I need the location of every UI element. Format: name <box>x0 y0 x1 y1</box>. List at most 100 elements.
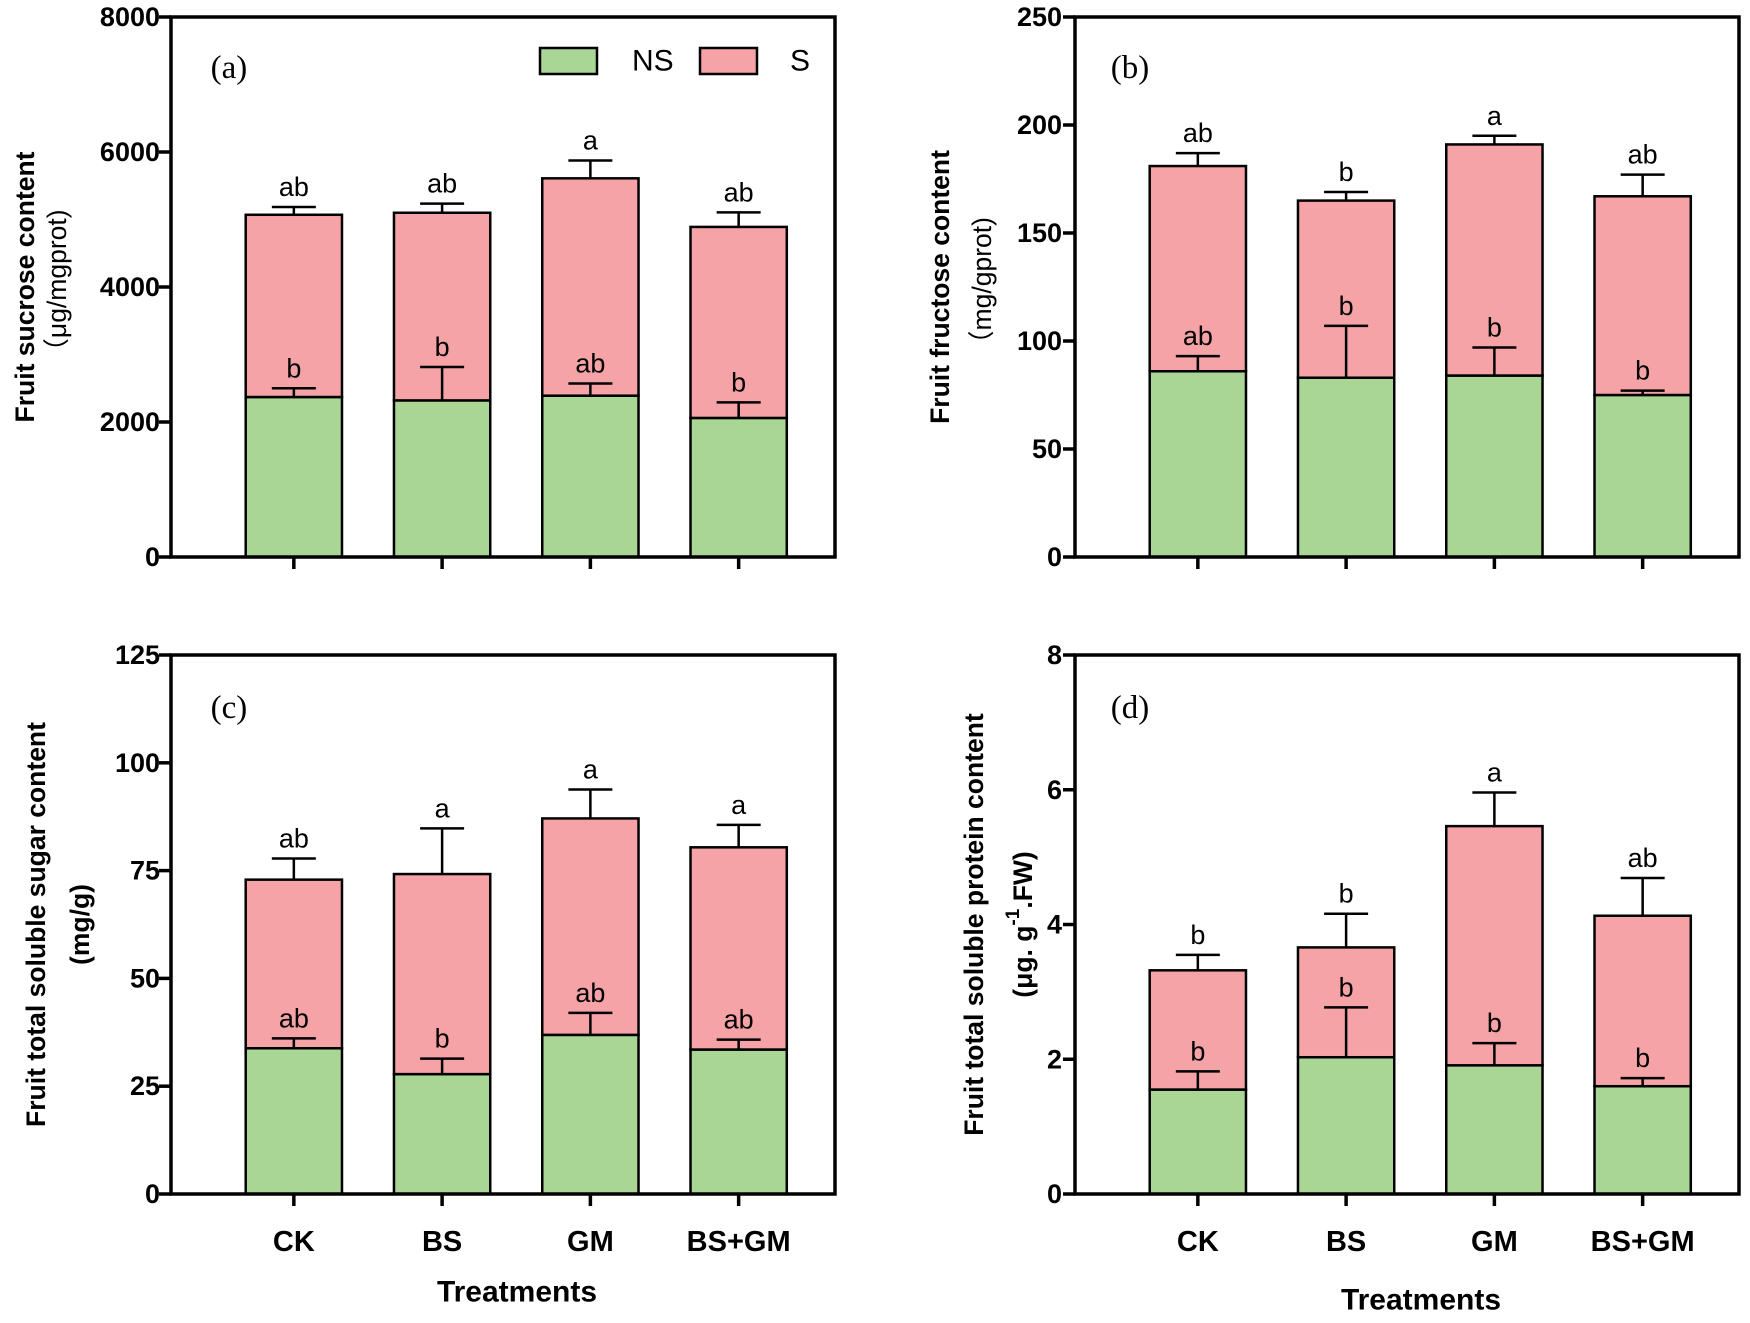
y-axis-title-line2: （mg/gprot) <box>967 217 997 357</box>
y-axis-title-line1: Fruit sucrose content <box>10 151 40 422</box>
legend-label-s: S <box>790 45 810 78</box>
ytick-label: 0 <box>1047 542 1062 572</box>
y-axis-title-line2: (μg. g-1.FW) <box>1003 851 1039 997</box>
bar-ns-gm-d <box>1444 1064 1544 1196</box>
bar-ns-ck-b <box>1148 369 1248 559</box>
panel-d: 0 2 4 6 8 b b CK b b BS b a GM b ab BS+GM (d) Fruit total … <box>959 640 1741 1317</box>
errorbar-s-ck-b <box>1175 151 1220 167</box>
legend-swatch-ns <box>538 46 599 76</box>
ytick-label: 0 <box>145 542 160 572</box>
bar-s-gm-d <box>1444 824 1544 1067</box>
ytick-label: 200 <box>1017 110 1062 140</box>
xtick-label: BS <box>422 1226 462 1258</box>
xtick-label: CK <box>273 1226 315 1258</box>
significance-letter-ns: b <box>1339 972 1354 1002</box>
y-axis-title-line1: Fruit fructose content <box>925 150 955 424</box>
errorbar-ns-gm-b <box>1472 346 1517 376</box>
ytick-label: 8 <box>1047 640 1062 670</box>
significance-letter-total: ab <box>1183 118 1213 148</box>
bar-ns-bs-d <box>1296 1055 1396 1196</box>
errorbar-s-bs-a <box>420 202 465 213</box>
bar-ns-ck-c <box>244 1047 344 1196</box>
errorbar-ns-bs-gm-a <box>716 401 761 418</box>
errorbar-s-ck-d <box>1175 953 1220 971</box>
ytick-label: 2 <box>1047 1044 1062 1074</box>
xtick-label: BS+GM <box>1591 1226 1695 1258</box>
errorbar-ns-gm-a <box>568 382 613 396</box>
errorbar-s-ck-c <box>271 857 316 880</box>
errorbar-s-bs-gm-d <box>1620 876 1665 916</box>
bar-ns-bs-gm-d <box>1593 1084 1693 1196</box>
errorbar-s-gm-a <box>568 159 613 179</box>
ytick-label: 100 <box>115 748 160 778</box>
significance-letter-ns: b <box>1635 356 1650 386</box>
bar-ns-bs-gm-c <box>689 1048 789 1196</box>
errorbar-ns-ck-a <box>271 387 316 398</box>
xtick-label: BS+GM <box>687 1226 791 1258</box>
errorbar-ns-bs-b <box>1324 324 1369 378</box>
significance-letter-total: ab <box>1628 140 1658 170</box>
significance-letter-total: ab <box>427 169 457 199</box>
bar-ns-bs-c <box>392 1072 492 1196</box>
y-axis-title-line2: （μg/mgprot) <box>42 209 72 364</box>
errorbar-s-bs-c <box>420 827 465 875</box>
bar-ns-ck-a <box>244 395 344 559</box>
errorbar-ns-gm-d <box>1472 1041 1517 1066</box>
panel-label: (d) <box>1111 690 1149 726</box>
errorbar-s-gm-b <box>1472 134 1517 145</box>
y-axis-title-line1: Fruit total soluble protein content <box>959 713 989 1136</box>
bar-s-ck-d <box>1148 969 1248 1091</box>
errorbar-ns-ck-b <box>1175 354 1220 372</box>
significance-letter-total: a <box>583 125 599 155</box>
bar-ns-ck-d <box>1148 1088 1248 1196</box>
ytick-label: 150 <box>1017 218 1062 248</box>
errorbar-s-bs-gm-a <box>716 211 761 227</box>
errorbar-s-ck-a <box>271 205 316 215</box>
bar-s-ck-b <box>1148 164 1248 373</box>
significance-letter-total: b <box>1339 879 1354 909</box>
plot-frame <box>1073 653 1741 1196</box>
ytick-label: 6000 <box>100 137 160 167</box>
bar-s-gm-c <box>540 817 640 1037</box>
bar-s-bs-d <box>1296 946 1396 1059</box>
bar-ns-gm-c <box>540 1033 640 1196</box>
significance-letter-ns: ab <box>279 1003 309 1033</box>
ytick-label: 50 <box>1032 434 1062 464</box>
significance-letter-total: ab <box>1628 843 1658 873</box>
ytick-label: 100 <box>1017 326 1062 356</box>
legend-swatch-s <box>698 46 759 76</box>
ytick-label: 0 <box>145 1179 160 1209</box>
errorbar-s-gm-d <box>1472 791 1517 827</box>
significance-letter-total: ab <box>724 177 754 207</box>
errorbar-ns-bs-a <box>420 365 465 401</box>
x-axis-title: Treatments <box>437 1276 597 1309</box>
errorbar-ns-bs-gm-d <box>1620 1076 1665 1087</box>
significance-letter-total: a <box>583 755 599 785</box>
ytick-label: 6 <box>1047 775 1062 805</box>
bar-ns-gm-a <box>540 394 640 559</box>
significance-letter-total: a <box>1487 101 1503 131</box>
ytick-label: 4000 <box>100 272 160 302</box>
ytick-label: 0 <box>1047 1179 1062 1209</box>
errorbar-s-bs-d <box>1324 912 1369 948</box>
unit-superscript: -1 <box>1003 908 1024 925</box>
bar-ns-bs-gm-a <box>689 416 789 559</box>
significance-letter-ns: ab <box>724 1005 754 1035</box>
legend-label-ns: NS <box>632 45 674 78</box>
errorbar-ns-bs-gm-c <box>716 1038 761 1050</box>
errorbar-s-gm-c <box>568 788 613 819</box>
significance-letter-ns: b <box>1339 291 1354 321</box>
xtick-label: GM <box>1471 1226 1518 1258</box>
panel-label: (b) <box>1111 50 1149 86</box>
ytick-label: 8000 <box>100 2 160 32</box>
errorbar-s-bs-gm-c <box>716 823 761 848</box>
significance-letter-ns: b <box>1487 1008 1502 1038</box>
bar-s-bs-c <box>392 872 492 1076</box>
errorbar-s-bs-gm-b <box>1620 173 1665 197</box>
y-axis-title-line1: Fruit total soluble sugar content <box>21 722 51 1127</box>
significance-letter-ns: b <box>731 367 746 397</box>
errorbar-ns-bs-d <box>1324 1006 1369 1058</box>
panel-c: 0 25 50 75 100 125 ab ab CK b a BS ab a GM ab a BS+GM (c) F… <box>21 640 837 1309</box>
